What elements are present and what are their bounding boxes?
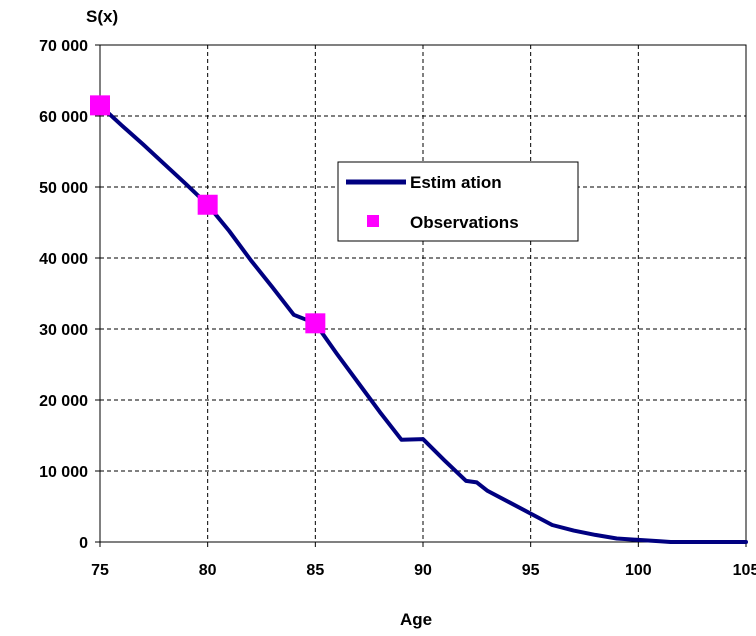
x-axis-title: Age: [400, 610, 432, 629]
legend-label-estimation: Estim ation: [410, 173, 502, 192]
grid: [100, 45, 746, 542]
x-tick-label-4: 95: [522, 562, 540, 579]
x-axis-ticks: 75 80 85 90 95 100 105: [91, 542, 756, 579]
legend-box: [337, 161, 579, 242]
x-tick-label-0: 75: [91, 562, 109, 579]
x-tick-label-3: 90: [414, 562, 432, 579]
observation-point-2: [305, 313, 326, 334]
series-layer: [90, 95, 748, 544]
x-tick-label-1: 80: [199, 562, 217, 579]
x-tick-label-6: 105: [733, 562, 756, 579]
y-tick-label-7: 70 000: [39, 38, 88, 55]
y-tick-label-0: 0: [79, 535, 88, 552]
legend: Estim ation Observations: [337, 161, 579, 242]
y-tick-label-5: 50 000: [39, 180, 88, 197]
y-tick-label-6: 60 000: [39, 109, 88, 126]
y-tick-label-2: 20 000: [39, 393, 88, 410]
y-tick-label-4: 40 000: [39, 251, 88, 268]
observation-point-0: [90, 95, 110, 116]
x-tick-label-2: 85: [306, 562, 324, 579]
y-tick-label-3: 30 000: [39, 322, 88, 339]
observation-point-1: [197, 194, 218, 215]
x-tick-label-5: 100: [625, 562, 652, 579]
legend-marker-swatch: [367, 215, 379, 227]
y-axis-title: S(x): [86, 7, 118, 26]
y-tick-label-1: 10 000: [39, 464, 88, 481]
y-axis-ticks: 0 10 000 20 000 30 000 40 000 50 000 60 000 70 …: [39, 38, 100, 552]
legend-label-observations: Observations: [410, 213, 519, 232]
